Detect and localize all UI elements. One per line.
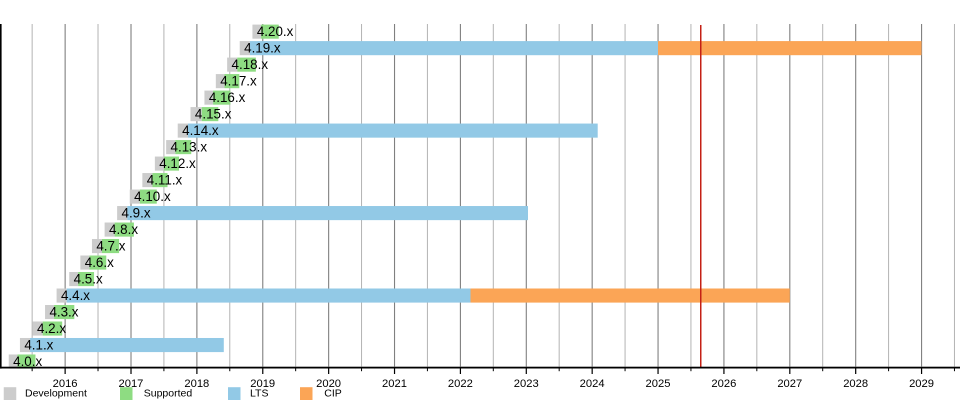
svg-text:2016: 2016: [53, 378, 78, 390]
svg-text:4.10.x: 4.10.x: [134, 189, 171, 204]
svg-text:4.16.x: 4.16.x: [209, 90, 246, 105]
svg-text:2028: 2028: [843, 378, 868, 390]
svg-text:2027: 2027: [777, 378, 802, 390]
svg-text:LTS: LTS: [250, 387, 268, 399]
svg-text:4.1.x: 4.1.x: [24, 338, 53, 353]
svg-text:4.7.x: 4.7.x: [96, 239, 125, 254]
svg-text:4.2.x: 4.2.x: [37, 321, 66, 336]
svg-text:2017: 2017: [119, 378, 144, 390]
svg-text:2022: 2022: [448, 378, 473, 390]
svg-text:2026: 2026: [711, 378, 736, 390]
svg-text:4.5.x: 4.5.x: [74, 272, 103, 287]
svg-text:4.9.x: 4.9.x: [122, 206, 151, 221]
svg-text:2024: 2024: [580, 378, 605, 390]
svg-text:4.19.x: 4.19.x: [244, 41, 281, 56]
svg-text:2021: 2021: [382, 378, 407, 390]
svg-text:2018: 2018: [184, 378, 209, 390]
svg-text:2023: 2023: [514, 378, 539, 390]
svg-text:4.4.x: 4.4.x: [61, 288, 90, 303]
svg-text:Supported: Supported: [144, 387, 193, 399]
svg-text:4.18.x: 4.18.x: [232, 57, 269, 72]
svg-text:4.12.x: 4.12.x: [159, 156, 196, 171]
svg-text:4.0.x: 4.0.x: [13, 354, 42, 369]
svg-text:4.11.x: 4.11.x: [147, 173, 183, 188]
svg-text:4.13.x: 4.13.x: [171, 140, 208, 155]
svg-text:2029: 2029: [909, 378, 934, 390]
svg-text:4.20.x: 4.20.x: [257, 24, 294, 39]
svg-text:2019: 2019: [250, 378, 275, 390]
svg-text:2020: 2020: [316, 378, 341, 390]
svg-text:4.17.x: 4.17.x: [220, 74, 257, 89]
svg-text:CIP: CIP: [324, 387, 342, 399]
svg-text:4.3.x: 4.3.x: [49, 305, 78, 320]
svg-text:Development: Development: [25, 387, 87, 399]
svg-text:4.6.x: 4.6.x: [85, 255, 114, 270]
svg-text:4.8.x: 4.8.x: [109, 222, 138, 237]
svg-text:4.15.x: 4.15.x: [195, 107, 232, 122]
svg-text:4.14.x: 4.14.x: [182, 123, 219, 138]
svg-text:2025: 2025: [646, 378, 671, 390]
